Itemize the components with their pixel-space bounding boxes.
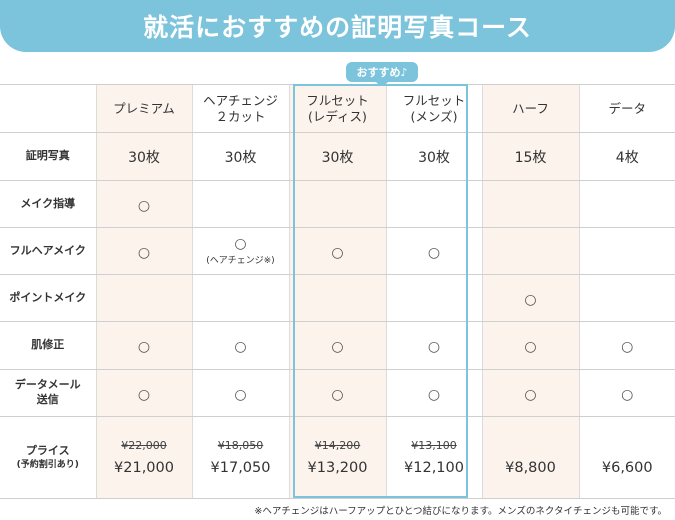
price: ¥12,100 [404,460,464,476]
photo-count: 30枚 [418,149,450,166]
included-mark: ○ [524,339,537,355]
table-row-makeup-guide: メイク指導 ○ [0,180,675,228]
old-price: ¥13,100 [411,439,457,452]
table-header-row: プレミアム ヘアチェンジ ２カット フルセット (レディス) フルセット (メンズ) … [0,84,675,133]
table-row-skin-retouch: 肌修正 ○ ○ ○ ○ ○ ○ [0,321,675,370]
plan-name: ハーフ [512,100,549,116]
recommend-badge: おすすめ♪ [346,62,418,88]
plan-comparison-table: プレミアム ヘアチェンジ ２カット フルセット (レディス) フルセット (メンズ) … [0,84,675,499]
plan-header-fullset-mens: フルセット (メンズ) [385,84,482,133]
price: ¥21,000 [114,460,174,476]
included-mark: ○ [524,386,537,403]
included-mark: ○ [137,386,151,403]
row-label: フルヘアメイク [0,227,96,275]
plan-header-fullset-ladies: フルセット (レディス) [288,84,386,133]
row-label: データメール 送信 [0,369,96,417]
plan-name-sub: (メンズ) [410,108,458,124]
page-title: 就活におすすめの証明写真コース [143,13,532,42]
included-mark: ○ [427,386,441,403]
included-mark: ○ [234,386,247,403]
table-row-price: プライス (予約割引あり) ¥22,000 ¥21,000 ¥18,050 ¥17,0… [0,416,675,499]
hair-change-note: (ヘアチェンジ※) [206,255,275,266]
photo-count: 30枚 [224,149,257,166]
included-mark: ○ [427,339,441,355]
photo-count: 30枚 [128,149,160,166]
row-label-line: データメール [14,378,81,392]
included-mark: ○ [524,291,537,308]
row-label-line: プライス [25,444,70,457]
old-price: ¥22,000 [121,439,167,452]
photo-count: 4枚 [615,149,639,166]
plan-header-hair-change: ヘアチェンジ ２カット [191,84,289,133]
included-mark: ○ [234,235,247,252]
included-mark: ○ [331,386,344,403]
old-price: ¥18,050 [217,439,264,452]
price: ¥13,200 [307,460,368,476]
plan-header-half: ハーフ [481,84,579,133]
footnote: ※ヘアチェンジはハーフアップとひとつ結びになります。メンズのネクタイチェンジも可… [254,506,667,517]
table-row-point-makeup: ポイントメイク ○ [0,274,675,322]
row-label: プライス (予約割引あり) [0,416,96,499]
plan-name-sub: (レディス) [308,108,367,124]
included-mark: ○ [331,339,344,355]
row-label: ポイントメイク [0,274,96,322]
plan-name: プレミアム [113,100,175,116]
included-mark: ○ [621,386,634,403]
table-row-photos: 証明写真 30枚 30枚 30枚 30枚 15枚 4枚 [0,132,675,181]
row-label-line: 送信 [36,393,59,406]
old-price: ¥14,200 [314,439,361,452]
included-mark: ○ [137,197,151,214]
header-corner [0,84,96,133]
price: ¥17,050 [210,460,271,476]
plan-name-sub: ２カット [215,108,266,124]
table-row-data-mail: データメール 送信 ○ ○ ○ ○ ○ ○ [0,369,675,417]
plan-header-data: データ [578,84,675,133]
table-row-full-hair-makeup: フルヘアメイク ○ ○ (ヘアチェンジ※) ○ ○ [0,227,675,275]
price: ¥6,600 [601,459,653,476]
included-mark: ○ [234,339,247,355]
included-mark: ○ [137,244,151,261]
row-label: 証明写真 [0,132,96,181]
included-mark: ○ [621,339,634,355]
price: ¥8,800 [505,459,556,476]
included-mark: ○ [331,244,344,261]
plan-header-premium: プレミアム [95,84,192,133]
plan-name: フルセット [402,92,466,108]
plan-name: フルセット [306,92,369,108]
photo-count: 30枚 [321,149,354,166]
reservation-discount-note: (予約割引あり) [16,459,79,470]
row-label: 肌修正 [0,321,96,370]
photo-count: 15枚 [514,149,547,166]
plan-name: ヘアチェンジ [203,92,278,108]
included-mark: ○ [137,339,151,355]
included-mark: ○ [427,244,441,261]
plan-name: データ [608,100,646,116]
title-banner: 就活におすすめの証明写真コース [0,0,675,52]
row-label: メイク指導 [0,180,96,228]
